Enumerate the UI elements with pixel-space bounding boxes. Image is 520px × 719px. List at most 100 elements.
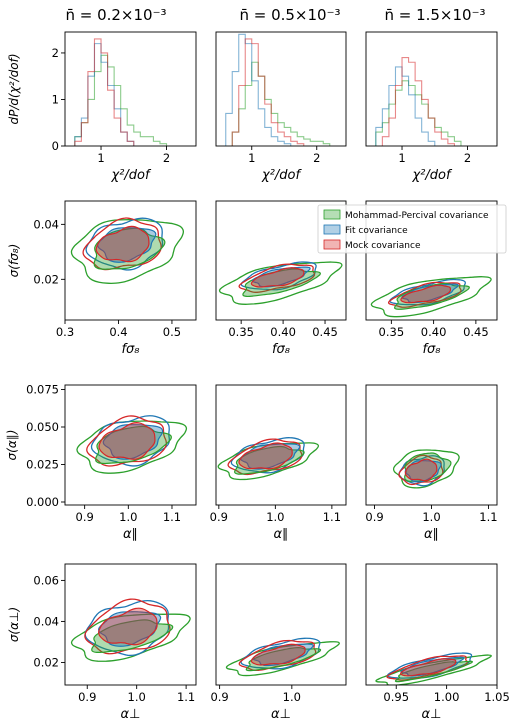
contour-outer-green: [392, 449, 460, 489]
histogram-step-red: [74, 38, 135, 146]
x-tick-label: 2: [163, 151, 170, 165]
x-tick-label: 2: [464, 151, 471, 165]
y-tick-label: 0.02: [33, 655, 59, 669]
y-axis-label: σ(α⊥): [7, 607, 21, 642]
legend-frame: [317, 204, 507, 254]
panel-frame: [215, 200, 347, 321]
y-tick-label: 0.050: [26, 420, 59, 434]
panel-r0-c1: 1 2 χ²/dof: [215, 31, 347, 183]
panel-frame: [64, 563, 197, 686]
x-tick-label: 0.9: [365, 510, 383, 524]
x-tick-label: 1: [398, 151, 405, 165]
panel-plot-area: [76, 415, 188, 474]
contour-inner-red: [98, 422, 156, 460]
contour-outer-red: [238, 263, 316, 293]
panel-plot-area: [375, 652, 492, 685]
y-tick-label: 0.025: [26, 458, 59, 472]
column-titles: n̄ = 0.2×10⁻³ n̄ = 0.5×10⁻³ n̄ = 1.5×10⁻…: [65, 6, 485, 24]
y-tick-label: 0.000: [26, 495, 59, 509]
x-axis-label: fσ₈: [422, 342, 440, 357]
contour-inner-red: [98, 607, 158, 646]
panel-plot-area: [74, 38, 168, 146]
contour-outer-blue: [85, 217, 164, 271]
panel-frame: [64, 200, 197, 321]
contour-inner-red: [400, 284, 452, 304]
histogram-step-blue: [225, 33, 292, 146]
panel-frame: [365, 31, 498, 147]
x-tick-label: 0.45: [463, 325, 489, 339]
panel-grid: 1 2 0 1 2 χ²/dof dP/d(χ²/dof) 1 2 χ²/dof 1 2 χ²/dof 0…: [5, 31, 510, 719]
panel-r2-c2: 0.9 1.0 1.1 α∥: [365, 384, 498, 542]
panel-frame: [215, 384, 347, 506]
x-tick-label: 1.00: [434, 690, 460, 704]
panel-plot-area: [392, 449, 460, 489]
contour-outer-red: [227, 438, 303, 476]
panel-plot-area: [217, 437, 320, 481]
x-axis-label: χ²/dof: [110, 168, 151, 183]
histogram-step-blue: [375, 66, 436, 146]
contour-inner-blue: [98, 611, 162, 647]
panel-r1-c0: 0.3 0.4 0.5 0.02 0.04 fσ₈ σ(fσ₈): [7, 200, 197, 357]
panel-plot-area: [70, 217, 185, 284]
column-title-3: n̄ = 1.5×10⁻³: [384, 6, 485, 24]
contour-inner-green: [95, 425, 172, 465]
x-tick-label: 0.35: [228, 325, 254, 339]
contour-outer-blue: [84, 600, 170, 656]
panel-r0-c0: 1 2 0 1 2 χ²/dof dP/d(χ²/dof): [7, 31, 197, 183]
x-tick-label: 1.0: [119, 510, 137, 524]
y-axis-label: σ(fσ₈): [7, 244, 21, 278]
contour-outer-red: [86, 415, 168, 467]
x-tick-label: 0.35: [379, 325, 405, 339]
contour-outer-green: [375, 654, 492, 685]
panel-r2-c0: 0.9 1.0 1.1 0.000 0.025 0.050 0.075 α∥ σ(α∥): [5, 383, 197, 542]
panel-frame: [215, 31, 347, 147]
x-tick-label: 0.45: [312, 325, 338, 339]
x-tick-label: 0.9: [210, 510, 228, 524]
x-tick-label: 1: [97, 151, 104, 165]
y-tick-label: 0.04: [33, 217, 59, 231]
panel-r3-c2: 0.95 1.00 1.05 α⊥: [365, 563, 510, 719]
x-tick-label: 1.05: [484, 690, 510, 704]
contour-outer-green: [218, 261, 343, 305]
x-tick-label: 0.40: [270, 325, 296, 339]
contour-outer-red: [387, 281, 462, 308]
panel-r1-c1: 0.35 0.40 0.45 fσ₈: [215, 200, 347, 357]
contour-outer-red: [82, 217, 162, 271]
contour-outer-blue: [389, 278, 466, 306]
panel-r2-c1: 0.9 1.0 1.1 α∥: [210, 384, 347, 542]
panel-frame: [215, 563, 347, 686]
y-axis-label: dP/d(χ²/dof): [7, 53, 21, 124]
panel-plot-area: [225, 33, 331, 146]
x-axis-label: fσ₈: [272, 342, 290, 357]
column-title-1: n̄ = 0.2×10⁻³: [65, 6, 166, 24]
x-axis-label: α∥: [273, 527, 288, 542]
panel-frame: [64, 31, 197, 147]
contour-inner-red: [250, 643, 306, 666]
x-tick-label: 0.9: [78, 690, 96, 704]
x-axis-label: fσ₈: [121, 342, 139, 357]
panel-frame: [365, 563, 498, 686]
panel-frame: [365, 384, 498, 506]
panel-r3-c1: 0.9 1.0 α⊥: [210, 563, 347, 719]
contour-outer-red: [398, 454, 444, 486]
x-tick-label: 2: [313, 151, 320, 165]
x-axis-label: χ²/dof: [261, 168, 302, 183]
x-tick-label: 1.0: [266, 510, 284, 524]
y-axis-label: σ(α∥): [5, 430, 19, 461]
x-tick-label: 1.1: [163, 510, 181, 524]
x-tick-label: 1.0: [283, 690, 301, 704]
y-tick-label: 0: [52, 139, 59, 153]
x-axis-label: χ²/dof: [411, 168, 452, 183]
legend-swatch-green: [323, 209, 341, 220]
x-tick-label: 0.3: [56, 325, 74, 339]
y-tick-label: 1: [52, 92, 59, 106]
panel-r3-c0: 0.9 1.0 1.1 0.02 0.04 0.06 α⊥ σ(α⊥): [7, 563, 197, 719]
contour-inner-red: [399, 658, 457, 677]
x-tick-label: 0.40: [421, 325, 447, 339]
x-tick-label: 0.4: [109, 325, 127, 339]
column-title-2: n̄ = 0.5×10⁻³: [239, 6, 340, 24]
y-tick-label: 0.06: [33, 573, 59, 587]
contour-inner-red: [238, 442, 293, 470]
x-tick-label: 0.9: [210, 690, 228, 704]
contour-outer-green: [70, 219, 185, 284]
